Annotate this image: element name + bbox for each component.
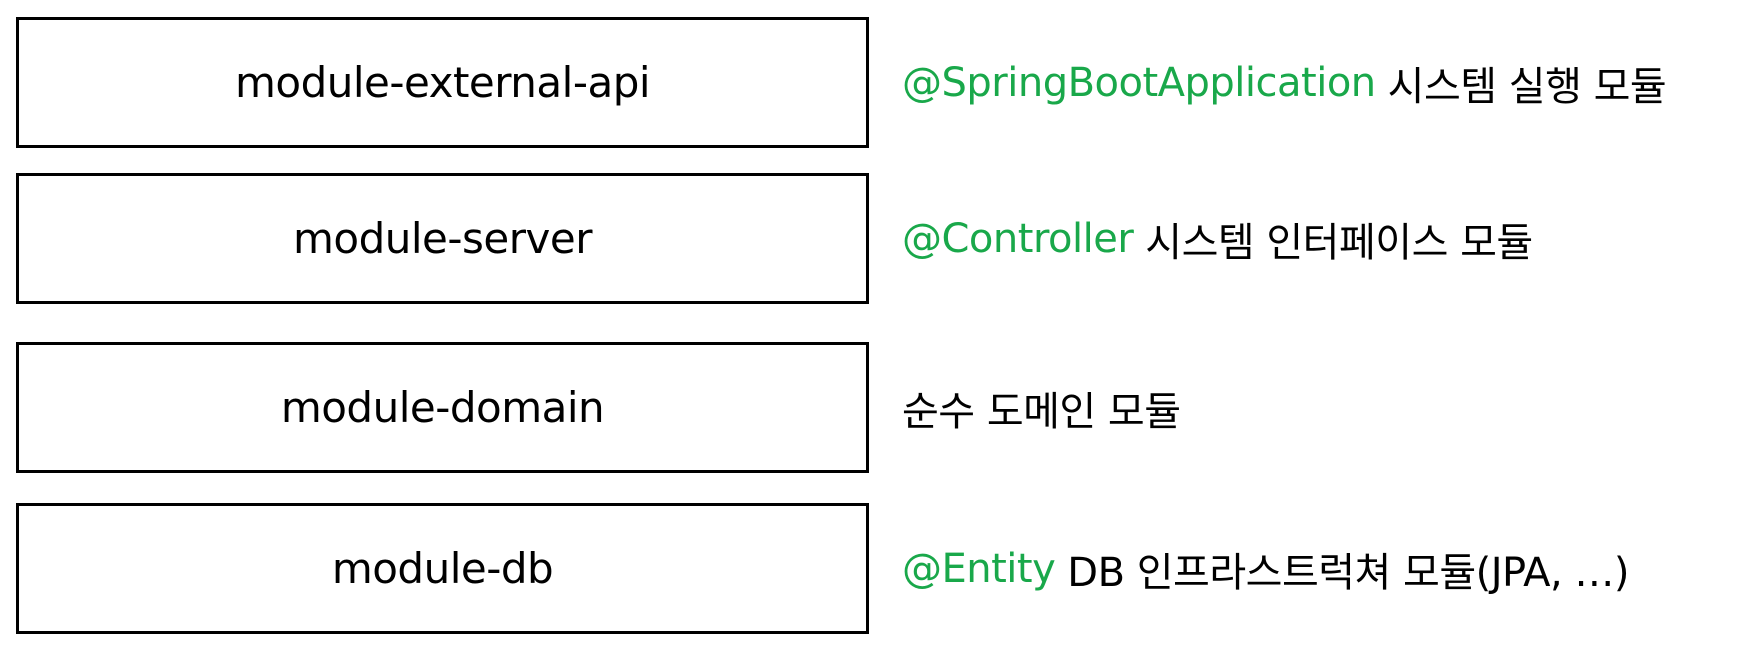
module-box-domain: module-domain (16, 342, 869, 473)
description-text: DB 인프라스트럭쳐 모듈(JPA, …) (1067, 549, 1630, 596)
module-label: module-domain (280, 383, 605, 432)
annotation-label: @Entity (902, 545, 1056, 592)
module-box-db: module-db (16, 503, 869, 634)
description-text: 순수 도메인 모듈 (902, 388, 1181, 435)
module-box-external-api: module-external-api (16, 17, 869, 148)
annotation-label: @SpringBootApplication (902, 59, 1376, 106)
annotation-label: @Controller (902, 215, 1134, 262)
module-label: module-external-api (234, 58, 651, 107)
module-description-domain: 순수 도메인 모듈 (902, 342, 1181, 473)
module-label: module-db (331, 544, 554, 593)
description-text: 시스템 인터페이스 모듈 (1145, 219, 1533, 266)
module-label: module-server (292, 214, 593, 263)
module-description-db: @Entity DB 인프라스트럭쳐 모듈(JPA, …) (902, 503, 1630, 634)
module-description-server: @Controller 시스템 인터페이스 모듈 (902, 173, 1533, 304)
module-box-server: module-server (16, 173, 869, 304)
module-description-external-api: @SpringBootApplication 시스템 실행 모듈 (902, 17, 1667, 148)
description-text: 시스템 실행 모듈 (1387, 63, 1667, 110)
